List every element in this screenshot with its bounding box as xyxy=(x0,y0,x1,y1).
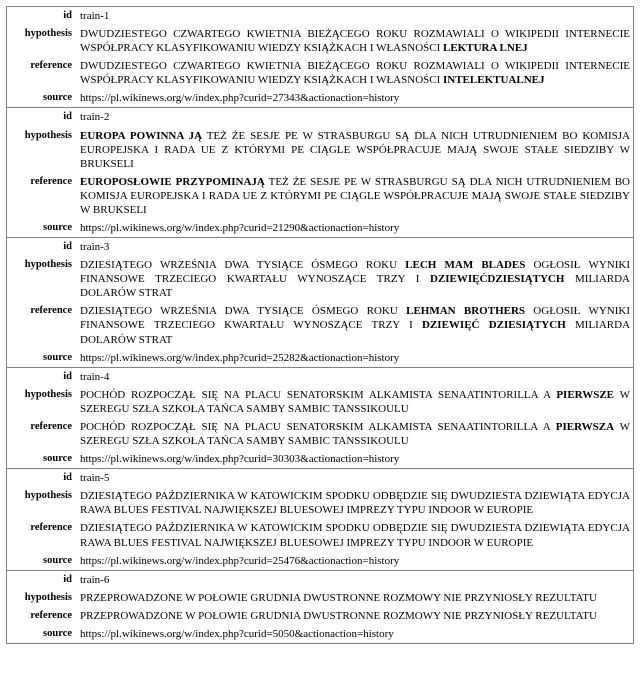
row-id: idtrain-3 xyxy=(7,238,633,256)
label-id: id xyxy=(7,108,77,126)
label-source: source xyxy=(7,89,77,107)
row-hypothesis: hypothesisPOCHÓD ROZPOCZĄŁ SIĘ NA PLACU … xyxy=(7,386,633,418)
value-source: https://pl.wikinews.org/w/index.php?curi… xyxy=(77,219,633,237)
value-reference: EUROPOSŁOWIE PRZYPOMINAJĄ TEŻ ŻE SESJE P… xyxy=(77,173,633,219)
label-hypothesis: hypothesis xyxy=(7,487,77,519)
value-hypothesis: EUROPA POWINNA JĄ TEŻ ŻE SESJE PE W STRA… xyxy=(77,127,633,173)
row-id: idtrain-1 xyxy=(7,7,633,25)
value-hypothesis: DZIESIĄTEGO WRZEŚNIA DWA TYSIĄCE ÓSMEGO … xyxy=(77,256,633,302)
row-reference: referenceEUROPOSŁOWIE PRZYPOMINAJĄ TEŻ Ż… xyxy=(7,173,633,219)
label-reference: reference xyxy=(7,418,77,450)
entry-block: idtrain-1hypothesisDWUDZIESTEGO CZWARTEG… xyxy=(7,7,634,108)
label-hypothesis: hypothesis xyxy=(7,256,77,302)
value-source: https://pl.wikinews.org/w/index.php?curi… xyxy=(77,89,633,107)
row-id: idtrain-2 xyxy=(7,108,633,126)
entries-table: idtrain-1hypothesisDWUDZIESTEGO CZWARTEG… xyxy=(6,6,634,644)
value-source: https://pl.wikinews.org/w/index.php?curi… xyxy=(77,552,633,570)
value-reference: POCHÓD ROZPOCZĄŁ SIĘ NA PLACU SENATORSKI… xyxy=(77,418,633,450)
entry-block: idtrain-3hypothesisDZIESIĄTEGO WRZEŚNIA … xyxy=(7,238,634,368)
label-source: source xyxy=(7,349,77,367)
value-id: train-5 xyxy=(77,469,633,487)
label-id: id xyxy=(7,368,77,386)
value-reference: DZIESIĄTEGO WRZEŚNIA DWA TYSIĄCE ÓSMEGO … xyxy=(77,302,633,348)
label-id: id xyxy=(7,7,77,25)
label-hypothesis: hypothesis xyxy=(7,25,77,57)
row-id: idtrain-6 xyxy=(7,571,633,589)
label-hypothesis: hypothesis xyxy=(7,127,77,173)
row-id: idtrain-5 xyxy=(7,469,633,487)
row-reference: referencePRZEPROWADZONE W POŁOWIE GRUDNI… xyxy=(7,607,633,625)
label-reference: reference xyxy=(7,57,77,89)
label-source: source xyxy=(7,552,77,570)
row-hypothesis: hypothesisDWUDZIESTEGO CZWARTEGO KWIETNI… xyxy=(7,25,633,57)
row-reference: referenceDWUDZIESTEGO CZWARTEGO KWIETNIA… xyxy=(7,57,633,89)
value-reference: DWUDZIESTEGO CZWARTEGO KWIETNIA BIEŻĄCEG… xyxy=(77,57,633,89)
row-source: sourcehttps://pl.wikinews.org/w/index.ph… xyxy=(7,625,633,643)
row-source: sourcehttps://pl.wikinews.org/w/index.ph… xyxy=(7,89,633,107)
label-hypothesis: hypothesis xyxy=(7,386,77,418)
value-hypothesis: DZIESIĄTEGO PAŹDZIERNIKA W KATOWICKIM SP… xyxy=(77,487,633,519)
row-source: sourcehttps://pl.wikinews.org/w/index.ph… xyxy=(7,219,633,237)
value-hypothesis: POCHÓD ROZPOCZĄŁ SIĘ NA PLACU SENATORSKI… xyxy=(77,386,633,418)
value-id: train-1 xyxy=(77,7,633,25)
value-id: train-6 xyxy=(77,571,633,589)
row-hypothesis: hypothesisDZIESIĄTEGO PAŹDZIERNIKA W KAT… xyxy=(7,487,633,519)
row-reference: referenceDZIESIĄTEGO WRZEŚNIA DWA TYSIĄC… xyxy=(7,302,633,348)
row-hypothesis: hypothesisDZIESIĄTEGO WRZEŚNIA DWA TYSIĄ… xyxy=(7,256,633,302)
value-hypothesis: DWUDZIESTEGO CZWARTEGO KWIETNIA BIEŻĄCEG… xyxy=(77,25,633,57)
label-source: source xyxy=(7,219,77,237)
label-reference: reference xyxy=(7,607,77,625)
value-source: https://pl.wikinews.org/w/index.php?curi… xyxy=(77,349,633,367)
label-hypothesis: hypothesis xyxy=(7,589,77,607)
row-source: sourcehttps://pl.wikinews.org/w/index.ph… xyxy=(7,450,633,468)
entry-block: idtrain-5hypothesisDZIESIĄTEGO PAŹDZIERN… xyxy=(7,469,634,570)
row-hypothesis: hypothesisEUROPA POWINNA JĄ TEŻ ŻE SESJE… xyxy=(7,127,633,173)
label-id: id xyxy=(7,238,77,256)
entry-block: idtrain-4hypothesisPOCHÓD ROZPOCZĄŁ SIĘ … xyxy=(7,367,634,468)
label-source: source xyxy=(7,450,77,468)
label-reference: reference xyxy=(7,519,77,551)
entry-block: idtrain-6hypothesisPRZEPROWADZONE W POŁO… xyxy=(7,570,634,643)
row-id: idtrain-4 xyxy=(7,368,633,386)
row-reference: referenceDZIESIĄTEGO PAŹDZIERNIKA W KATO… xyxy=(7,519,633,551)
value-source: https://pl.wikinews.org/w/index.php?curi… xyxy=(77,625,633,643)
value-id: train-2 xyxy=(77,108,633,126)
value-reference: PRZEPROWADZONE W POŁOWIE GRUDNIA DWUSTRO… xyxy=(77,607,633,625)
label-id: id xyxy=(7,469,77,487)
entry-block: idtrain-2hypothesisEUROPA POWINNA JĄ TEŻ… xyxy=(7,108,634,238)
label-source: source xyxy=(7,625,77,643)
value-id: train-4 xyxy=(77,368,633,386)
row-source: sourcehttps://pl.wikinews.org/w/index.ph… xyxy=(7,552,633,570)
label-reference: reference xyxy=(7,173,77,219)
value-id: train-3 xyxy=(77,238,633,256)
row-source: sourcehttps://pl.wikinews.org/w/index.ph… xyxy=(7,349,633,367)
row-hypothesis: hypothesisPRZEPROWADZONE W POŁOWIE GRUDN… xyxy=(7,589,633,607)
row-reference: referencePOCHÓD ROZPOCZĄŁ SIĘ NA PLACU S… xyxy=(7,418,633,450)
label-id: id xyxy=(7,571,77,589)
label-reference: reference xyxy=(7,302,77,348)
value-source: https://pl.wikinews.org/w/index.php?curi… xyxy=(77,450,633,468)
value-hypothesis: PRZEPROWADZONE W POŁOWIE GRUDNIA DWUSTRO… xyxy=(77,589,633,607)
value-reference: DZIESIĄTEGO PAŹDZIERNIKA W KATOWICKIM SP… xyxy=(77,519,633,551)
